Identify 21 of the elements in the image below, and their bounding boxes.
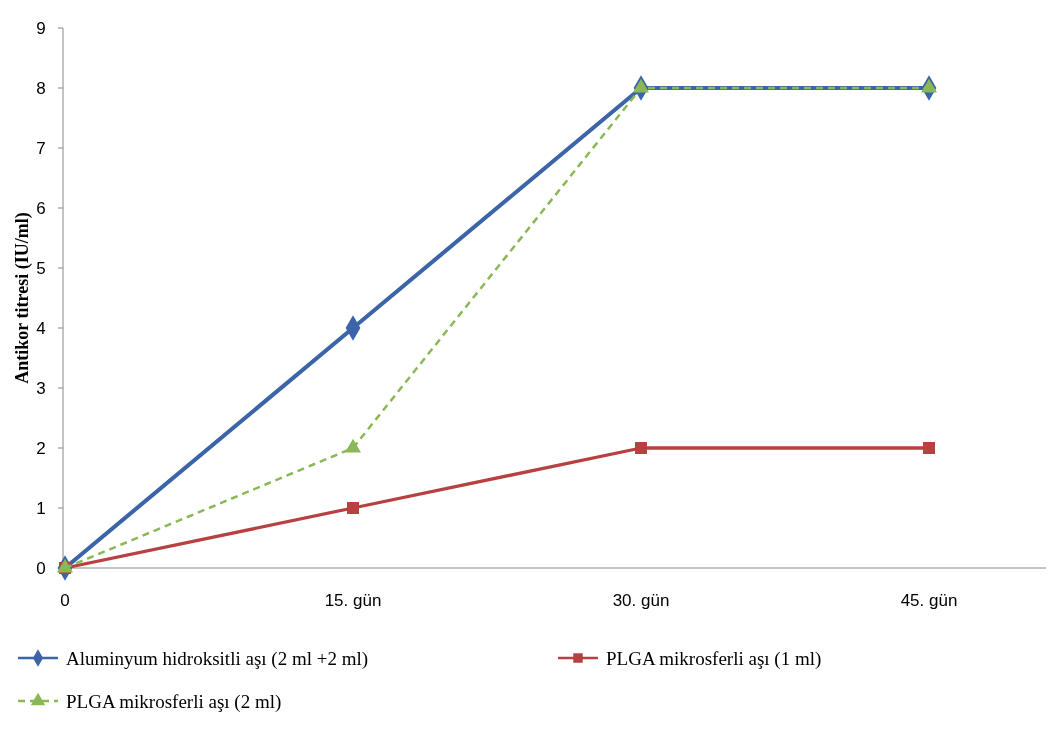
y-tick-label: 7 bbox=[36, 138, 46, 158]
y-tick-label: 4 bbox=[36, 318, 46, 338]
y-tick-label: 0 bbox=[36, 558, 46, 578]
legend-label: PLGA mikrosferli aşı (1 ml) bbox=[606, 647, 822, 670]
y-tick-label: 3 bbox=[36, 378, 46, 398]
legend-label: Aluminyum hidroksitli aşı (2 ml +2 ml) bbox=[66, 647, 369, 670]
x-tick-label: 15. gün bbox=[324, 591, 382, 610]
y-tick-label: 9 bbox=[36, 18, 46, 38]
y-tick-label: 8 bbox=[36, 78, 46, 98]
point bbox=[346, 501, 360, 515]
y-tick-label: 2 bbox=[36, 438, 46, 458]
y-tick-label: 6 bbox=[36, 198, 46, 218]
point bbox=[634, 441, 648, 455]
y-tick-label: 5 bbox=[36, 258, 46, 278]
x-tick-label: 30. gün bbox=[612, 591, 670, 610]
y-tick-label: 1 bbox=[36, 498, 46, 518]
y-axis-title: Antikor titresi (IU/ml) bbox=[12, 212, 33, 384]
legend-label: PLGA mikrosferli aşı (2 ml) bbox=[66, 690, 282, 713]
x-tick-label: 45. gün bbox=[900, 591, 958, 610]
x-tick-label: 0 bbox=[60, 591, 70, 610]
point bbox=[922, 441, 936, 455]
